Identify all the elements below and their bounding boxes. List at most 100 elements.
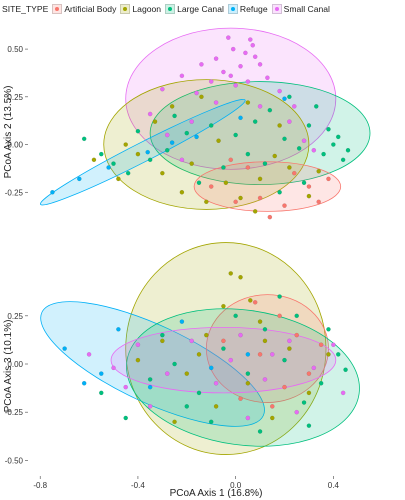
legend-item-artificial-body: Artificial Body <box>52 4 116 14</box>
point-large-canal <box>160 332 165 338</box>
point-small-canal <box>245 415 251 421</box>
point-large-canal <box>306 123 312 128</box>
point-small-canal <box>294 409 299 415</box>
point-small-canal <box>262 377 268 382</box>
point-small-canal <box>213 56 219 61</box>
point-lagoon <box>287 346 292 351</box>
point-small-canal <box>179 157 185 163</box>
point-small-canal <box>86 352 92 357</box>
point-lagoon <box>216 138 221 143</box>
ellipse-artificial-body <box>193 161 342 212</box>
x-tick-label: 0.4 <box>328 481 340 490</box>
x-tick-label: -0.8 <box>33 481 47 490</box>
point-lagoon <box>245 381 251 386</box>
legend-label-small-canal: Small Canal <box>283 4 330 14</box>
point-small-canal <box>147 111 153 117</box>
ellipse-large-canal <box>126 308 360 447</box>
y-tick-label: 0.00 <box>7 141 23 150</box>
panel-axis3: 0.25 0.00 -0.25 -0.50 <box>5 242 360 465</box>
point-artificial-body <box>306 184 312 189</box>
point-lagoon <box>252 209 258 214</box>
point-refuge <box>81 381 87 386</box>
point-lagoon <box>135 357 141 363</box>
point-lagoon <box>238 275 243 280</box>
legend-dot-artificial-body <box>55 7 60 11</box>
y-tick-label: -0.50 <box>5 456 24 465</box>
point-lagoon <box>152 119 158 124</box>
point-lagoon <box>257 176 263 182</box>
legend-dot-lagoon <box>123 7 128 11</box>
point-small-canal <box>252 54 258 59</box>
point-lagoon <box>160 338 165 344</box>
point-large-canal <box>267 107 273 113</box>
point-small-canal <box>213 381 219 386</box>
point-small-canal <box>292 104 297 109</box>
ellipse-lagoon <box>103 79 310 210</box>
point-lagoon <box>204 332 209 338</box>
point-large-canal <box>245 151 251 157</box>
point-lagoon <box>189 161 194 166</box>
point-large-canal <box>252 119 258 124</box>
point-small-canal <box>238 64 243 69</box>
ellipse-refuge <box>40 301 265 427</box>
point-large-canal <box>343 367 348 373</box>
point-large-canal <box>301 400 307 405</box>
point-large-canal <box>196 390 202 396</box>
point-small-canal <box>179 73 185 79</box>
point-refuge <box>282 96 287 101</box>
point-artificial-body <box>318 342 324 347</box>
legend-item-large-canal: Large Canal <box>165 4 224 14</box>
point-small-canal <box>233 83 238 88</box>
point-large-canal <box>81 136 87 142</box>
point-refuge <box>147 384 153 390</box>
point-small-canal <box>221 69 226 75</box>
legend-key-small-canal <box>271 4 282 14</box>
point-small-canal <box>199 62 204 67</box>
point-artificial-body <box>257 195 263 201</box>
point-artificial-body <box>270 404 275 409</box>
legend-item-refuge: Refuge <box>227 4 268 14</box>
point-small-canal <box>311 365 317 371</box>
point-lagoon <box>199 94 204 100</box>
point-artificial-body <box>267 214 273 220</box>
legend-dot-large-canal <box>168 7 173 11</box>
x-axis-title: PCoA Axis 1 (16.8%) <box>170 488 263 499</box>
point-small-canal <box>301 138 307 143</box>
point-small-canal <box>331 342 336 347</box>
point-small-canal <box>245 79 251 84</box>
point-artificial-body <box>292 170 297 176</box>
point-small-canal <box>164 132 170 138</box>
legend-item-small-canal: Small Canal <box>271 4 330 14</box>
point-refuge <box>208 365 214 371</box>
point-large-canal <box>208 123 214 128</box>
point-artificial-body <box>282 203 287 208</box>
point-lagoon <box>326 352 331 357</box>
y-tick-label: 0.25 <box>7 312 23 321</box>
point-lagoon <box>262 338 268 344</box>
x-tick-label: -0.4 <box>131 481 145 490</box>
point-small-canal <box>189 338 194 344</box>
point-refuge <box>62 346 67 351</box>
point-large-canal <box>233 132 238 138</box>
point-lagoon <box>277 123 282 128</box>
point-lagoon <box>172 419 177 425</box>
point-large-canal <box>294 313 299 319</box>
point-lagoon <box>179 190 185 195</box>
point-small-canal <box>194 90 199 96</box>
point-small-canal <box>248 37 253 42</box>
point-artificial-body <box>277 313 282 319</box>
point-small-canal <box>208 79 214 84</box>
point-refuge <box>194 134 199 140</box>
point-lagoon <box>272 153 277 159</box>
point-lagoon <box>270 415 275 421</box>
point-large-canal <box>147 377 153 382</box>
point-small-canal <box>238 332 243 338</box>
point-large-canal <box>172 361 177 367</box>
point-large-canal <box>208 419 214 425</box>
point-small-canal <box>257 104 263 109</box>
point-refuge <box>106 165 111 170</box>
point-artificial-body <box>245 165 251 170</box>
point-artificial-body <box>257 352 263 357</box>
point-refuge <box>238 115 243 121</box>
legend-label-artificial-body: Artificial Body <box>64 4 117 14</box>
